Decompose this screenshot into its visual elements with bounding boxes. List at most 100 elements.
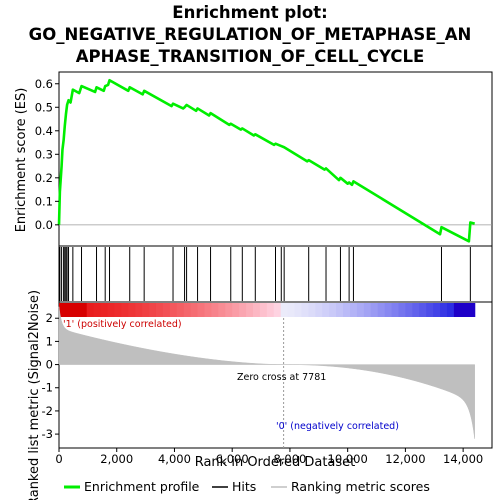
enrichment-profile-layer — [57, 78, 476, 243]
rank-band-segment-43 — [356, 303, 365, 317]
rank-band-segment-24 — [225, 303, 233, 317]
metric-tick-label-0: 2 — [46, 311, 53, 325]
metric-tick-label-5: -3 — [42, 427, 53, 441]
rank-band-segment-58 — [460, 303, 469, 317]
rank-band-segment-11 — [135, 303, 143, 317]
rank-band-segment-53 — [426, 303, 434, 317]
legend-enrichment-label: Enrichment profile — [84, 479, 200, 494]
x-tick-label-4: 8,000 — [273, 452, 306, 466]
rank-band-segment-8 — [114, 303, 122, 317]
rank-band-segment-18 — [183, 303, 192, 317]
rank-band-segment-59 — [467, 303, 476, 317]
rank-band-segment-48 — [391, 303, 400, 317]
metric-axis-label: Ranked list metric (Signal2Noise) — [27, 290, 42, 500]
es-panel-frame — [58, 71, 493, 247]
hits-layer — [59, 247, 471, 301]
chart-title-line-1: Enrichment plot: — [172, 3, 327, 22]
rank-band-segment-3 — [79, 303, 88, 317]
rank-band-segment-10 — [128, 303, 136, 317]
rank-band-segment-30 — [266, 303, 275, 317]
rank-band-segment-28 — [252, 303, 261, 317]
rank-band-segment-14 — [155, 303, 164, 317]
rank-band-segment-22 — [211, 303, 219, 317]
negative-correlation-label: '0' (negatively correlated) — [276, 421, 399, 432]
rank-band-segment-20 — [197, 303, 206, 317]
legend-hits-label: Hits — [232, 479, 256, 494]
rank-band-segment-4 — [86, 303, 95, 317]
x-tick-label-3: 6,000 — [216, 452, 249, 466]
rank-band-segment-5 — [93, 303, 102, 317]
chart-title-line-3: APHASE_TRANSITION_OF_CELL_CYCLE — [76, 47, 424, 66]
rank-band-segment-2 — [72, 303, 81, 317]
rank-band-segment-15 — [162, 303, 171, 317]
positive-correlation-label: '1' (positively correlated) — [63, 319, 182, 330]
rank-band-segment-38 — [322, 303, 330, 317]
rank-band-segment-52 — [419, 303, 427, 317]
rank-band-segment-16 — [169, 303, 178, 317]
es-tick-label-0: 0.0 — [35, 218, 53, 232]
rank-band-segment-17 — [176, 303, 185, 317]
rank-band-segment-13 — [149, 303, 157, 317]
rank-band-segment-36 — [308, 303, 316, 317]
rank-band-segment-32 — [280, 303, 289, 317]
es-tick-label-2: 0.2 — [35, 171, 53, 185]
x-tick-label-0: 0 — [55, 452, 62, 466]
rank-band-segment-25 — [232, 303, 240, 317]
rank-band-segment-33 — [287, 303, 296, 317]
x-tick-label-2: 4,000 — [158, 452, 191, 466]
es-tick-label-3: 0.3 — [35, 147, 53, 161]
metric-tick-label-3: -1 — [42, 381, 53, 395]
x-tick-label-6: 12,000 — [385, 452, 425, 466]
metric-tick-label-2: 0 — [46, 358, 53, 372]
metric-tick-label-4: -2 — [42, 404, 53, 418]
legend: Enrichment profile Hits Ranking metric s… — [64, 479, 430, 494]
rank-band-segment-39 — [329, 303, 337, 317]
rank-band-segment-37 — [315, 303, 323, 317]
rank-band-segment-7 — [107, 303, 116, 317]
zero-cross-label: Zero cross at 7781 — [237, 372, 326, 383]
rank-band-segment-27 — [246, 303, 254, 317]
es-tick-label-5: 0.5 — [35, 100, 53, 114]
legend-metric-label: Ranking metric scores — [291, 479, 430, 494]
rank-band-segment-56 — [446, 303, 455, 317]
x-axis-label: Rank in Ordered Dataset — [195, 455, 356, 470]
rank-band-segment-41 — [343, 303, 351, 317]
es-tick-label-1: 0.1 — [35, 194, 53, 208]
x-tick-label-1: 2,000 — [100, 452, 133, 466]
rank-band-segment-23 — [218, 303, 226, 317]
rank-band-segment-35 — [301, 303, 310, 317]
rank-band-segment-55 — [440, 303, 448, 317]
rank-band-segment-34 — [294, 303, 303, 317]
rank-band-segment-29 — [259, 303, 268, 317]
x-tick-label-7: 14,000 — [443, 452, 483, 466]
rank-band-segment-49 — [398, 303, 406, 317]
rank-band-segment-57 — [453, 303, 462, 317]
rank-band-segment-26 — [239, 303, 247, 317]
rank-band-segment-46 — [377, 303, 386, 317]
enrichment-profile-line — [57, 78, 476, 243]
x-tick-label-5: 10,000 — [328, 452, 368, 466]
rank-band-segment-40 — [336, 303, 344, 317]
rank-band-segment-45 — [370, 303, 379, 317]
rank-band-segment-44 — [363, 303, 372, 317]
rank-band-segment-0 — [59, 303, 67, 317]
es-axis-label: Enrichment score (ES) — [14, 88, 29, 233]
rank-band-segment-9 — [121, 303, 129, 317]
rank-band-segment-42 — [349, 303, 358, 317]
rank-band-segment-1 — [65, 303, 74, 317]
rank-band-segment-19 — [190, 303, 199, 317]
es-tick-label-6: 0.6 — [35, 77, 53, 91]
rank-band-segment-31 — [273, 303, 282, 317]
es-tick-label-4: 0.4 — [35, 124, 53, 138]
rank-color-band — [59, 303, 476, 317]
ranking-metric-area — [58, 306, 475, 439]
rank-band-segment-51 — [412, 303, 420, 317]
rank-band-segment-6 — [100, 303, 109, 317]
rank-band-segment-50 — [405, 303, 413, 317]
chart-title-line-2: GO_NEGATIVE_REGULATION_OF_METAPHASE_AN — [29, 25, 472, 44]
rank-band-segment-47 — [384, 303, 393, 317]
rank-band-segment-54 — [433, 303, 441, 317]
rank-band-segment-12 — [142, 303, 150, 317]
